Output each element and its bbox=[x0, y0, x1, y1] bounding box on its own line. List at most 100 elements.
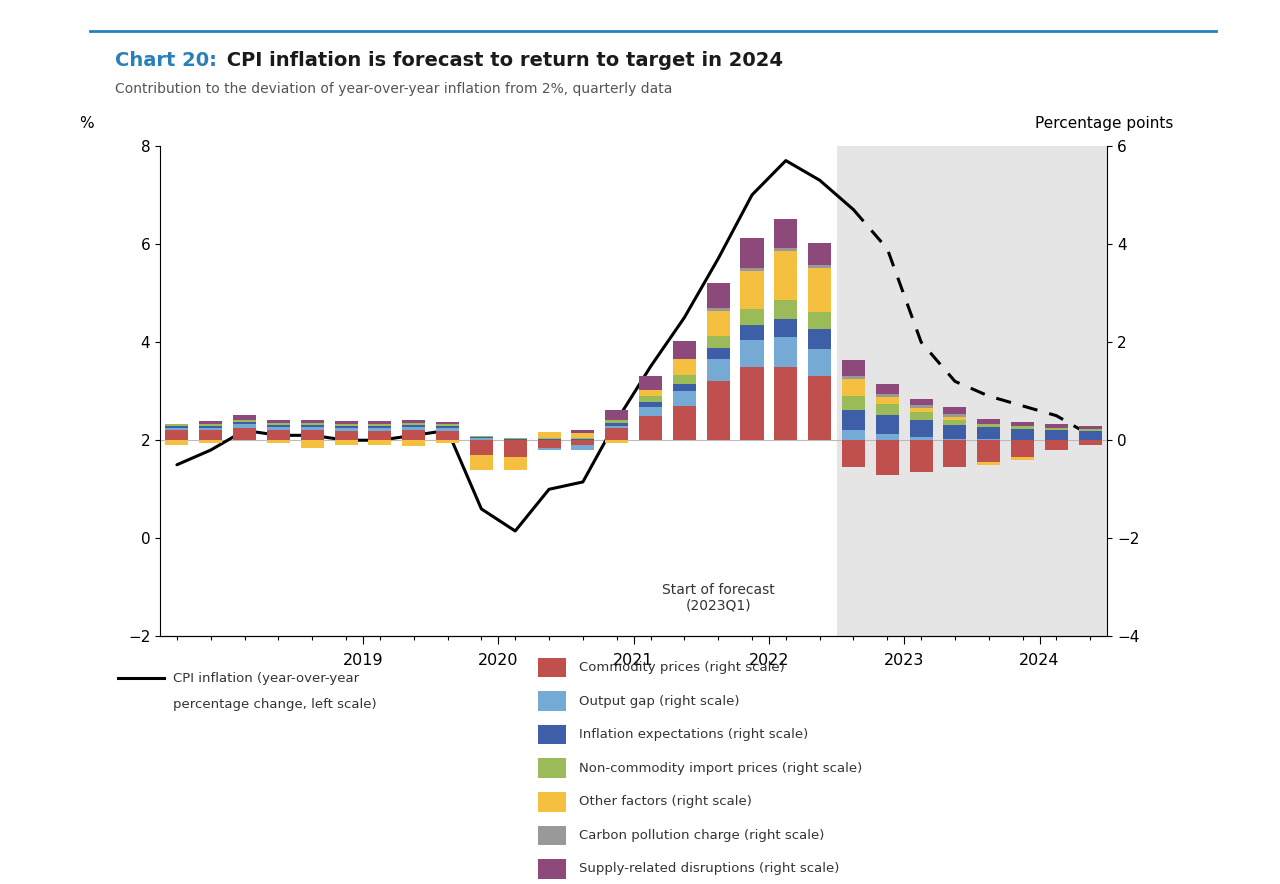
Text: Output gap (right scale): Output gap (right scale) bbox=[579, 695, 739, 707]
Bar bbox=[436, 422, 460, 423]
Bar bbox=[571, 440, 594, 446]
Bar bbox=[910, 440, 933, 472]
Bar bbox=[402, 440, 425, 446]
Bar bbox=[200, 431, 223, 440]
Bar bbox=[1079, 425, 1102, 430]
Text: Commodity prices (right scale): Commodity prices (right scale) bbox=[579, 661, 785, 674]
Bar bbox=[1079, 430, 1102, 431]
Bar bbox=[842, 396, 865, 410]
Bar bbox=[978, 419, 1000, 423]
Bar bbox=[943, 420, 966, 425]
Bar bbox=[1044, 424, 1068, 428]
Bar bbox=[268, 424, 289, 427]
Bar bbox=[707, 283, 730, 308]
Bar bbox=[233, 422, 256, 424]
Bar bbox=[774, 248, 797, 251]
Bar bbox=[978, 439, 1000, 440]
Bar bbox=[268, 427, 289, 431]
Bar bbox=[1011, 457, 1034, 461]
Bar bbox=[233, 428, 256, 440]
Bar bbox=[200, 440, 223, 443]
Bar bbox=[837, 146, 1107, 636]
Bar bbox=[876, 434, 899, 440]
Bar bbox=[808, 268, 831, 312]
Text: CPI inflation (year-over-year: CPI inflation (year-over-year bbox=[173, 672, 358, 684]
Bar bbox=[808, 242, 831, 264]
Bar bbox=[334, 440, 357, 446]
Bar bbox=[1079, 440, 1102, 446]
Bar bbox=[808, 329, 831, 349]
Text: %: % bbox=[79, 116, 95, 131]
Bar bbox=[605, 423, 628, 425]
Bar bbox=[876, 415, 899, 434]
Bar bbox=[334, 423, 357, 425]
Text: Carbon pollution charge (right scale): Carbon pollution charge (right scale) bbox=[579, 829, 824, 842]
Bar bbox=[943, 414, 966, 416]
Bar bbox=[605, 420, 628, 423]
Bar bbox=[268, 420, 289, 423]
Bar bbox=[233, 424, 256, 428]
Bar bbox=[741, 271, 763, 309]
Bar bbox=[538, 447, 561, 450]
Bar bbox=[571, 439, 594, 440]
Bar bbox=[808, 349, 831, 377]
Bar bbox=[1044, 430, 1068, 439]
Bar bbox=[910, 408, 933, 412]
Bar bbox=[605, 440, 628, 443]
Bar bbox=[707, 359, 730, 381]
Bar bbox=[605, 410, 628, 420]
Bar bbox=[978, 462, 1000, 465]
Bar bbox=[504, 439, 526, 440]
Bar bbox=[369, 421, 392, 423]
Bar bbox=[200, 425, 223, 428]
Bar bbox=[402, 431, 425, 440]
Bar bbox=[910, 406, 933, 408]
Bar bbox=[639, 407, 662, 415]
Bar bbox=[707, 308, 730, 310]
Bar bbox=[436, 423, 460, 425]
Bar bbox=[1044, 428, 1068, 430]
Bar bbox=[200, 423, 223, 425]
Text: Start of forecast
(2023Q1): Start of forecast (2023Q1) bbox=[662, 583, 774, 613]
Bar bbox=[605, 428, 628, 440]
Bar bbox=[268, 431, 289, 440]
Bar bbox=[436, 425, 460, 428]
Bar bbox=[165, 425, 188, 428]
Bar bbox=[774, 337, 797, 367]
Bar bbox=[1011, 422, 1034, 426]
Bar bbox=[1011, 440, 1034, 457]
Bar bbox=[808, 312, 831, 329]
Bar bbox=[774, 300, 797, 318]
Bar bbox=[233, 415, 256, 420]
Bar bbox=[571, 438, 594, 439]
Bar bbox=[538, 439, 561, 440]
Bar bbox=[1079, 431, 1102, 439]
Text: percentage change, left scale): percentage change, left scale) bbox=[173, 698, 376, 711]
Bar bbox=[673, 359, 696, 375]
Bar bbox=[200, 421, 223, 423]
Bar bbox=[808, 264, 831, 268]
Text: Other factors (right scale): Other factors (right scale) bbox=[579, 796, 751, 808]
Bar bbox=[369, 423, 392, 425]
Bar bbox=[402, 423, 425, 424]
Bar bbox=[910, 437, 933, 440]
Bar bbox=[842, 361, 865, 376]
Bar bbox=[1011, 426, 1034, 429]
Bar bbox=[436, 440, 460, 443]
Bar bbox=[910, 420, 933, 437]
Bar bbox=[842, 376, 865, 379]
Bar bbox=[402, 420, 425, 423]
Bar bbox=[978, 440, 1000, 462]
Bar bbox=[1011, 429, 1034, 439]
Text: Percentage points: Percentage points bbox=[1036, 116, 1174, 131]
Bar bbox=[673, 391, 696, 406]
Bar bbox=[707, 336, 730, 348]
Bar bbox=[978, 423, 1000, 427]
Bar bbox=[571, 446, 594, 450]
Text: Inflation expectations (right scale): Inflation expectations (right scale) bbox=[579, 728, 808, 741]
Bar bbox=[165, 428, 188, 431]
Bar bbox=[639, 390, 662, 396]
Bar bbox=[571, 433, 594, 438]
Bar bbox=[233, 420, 256, 422]
Bar bbox=[334, 428, 357, 431]
